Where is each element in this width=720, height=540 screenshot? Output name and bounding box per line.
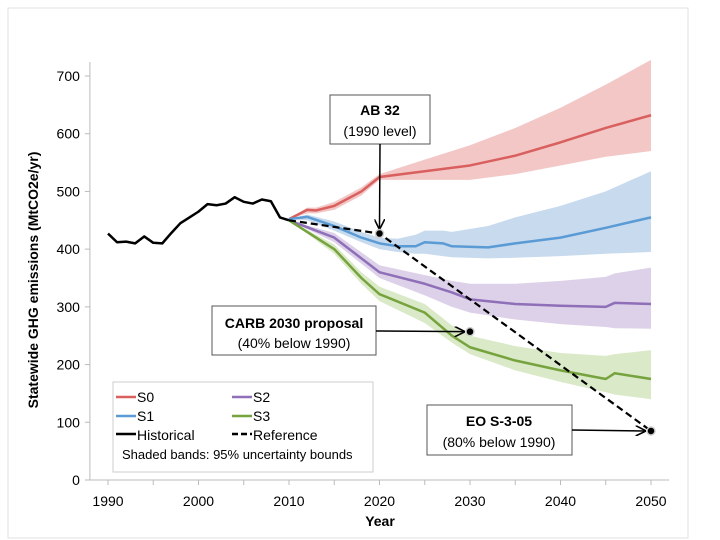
legend-label-historical: Historical (137, 427, 195, 443)
series-line-historical (107, 195, 290, 245)
annotation-arrow (380, 143, 381, 229)
target-point (646, 426, 656, 436)
annotation-ab32-title: AB 32 (360, 102, 400, 118)
band-s3 (289, 220, 651, 400)
series-line-s1 (288, 215, 652, 249)
annotation-eo: EO S-3-05 (80% below 1990) (426, 404, 573, 456)
annotation-carb: CARB 2030 proposal (40% below 1990) (211, 305, 377, 356)
y-tick-label: 400 (57, 241, 81, 257)
annotation-carb-title: CARB 2030 proposal (225, 315, 363, 331)
y-tick-label: 700 (57, 68, 81, 84)
band-s2 (289, 220, 651, 329)
x-tick-label: 2010 (273, 493, 304, 509)
legend-label-s0: S0 (137, 389, 154, 405)
x-tick-label: 2000 (183, 493, 214, 509)
annotation-arrow (375, 331, 464, 332)
annotation-carb-subtitle: (40% below 1990) (238, 335, 351, 351)
x-tick-label: 2030 (454, 493, 485, 509)
series-line-s0 (288, 114, 652, 221)
legend-label-s1: S1 (137, 408, 154, 424)
legend-label-s3: S3 (253, 408, 270, 424)
annotation-eo-title: EO S-3-05 (466, 413, 532, 429)
y-tick-label: 100 (57, 414, 81, 430)
y-tick-label: 600 (57, 126, 81, 142)
target-point (374, 228, 385, 239)
legend-note: Shaded bands: 95% uncertainty bounds (122, 447, 353, 462)
x-tick-label: 2050 (635, 493, 666, 509)
y-tick-label: 500 (57, 183, 81, 199)
annotation-ab32: AB 32 (1990 level) (329, 94, 431, 145)
y-tick-label: 300 (57, 299, 81, 315)
legend-label-reference: Reference (253, 427, 318, 443)
x-tick-label: 2020 (364, 493, 395, 509)
target-point (465, 326, 475, 337)
legend-label-s2: S2 (253, 389, 270, 405)
x-tick-label: 1990 (92, 493, 123, 509)
y-tick-label: 200 (57, 357, 81, 373)
y-axis-label: Statewide GHG emissions (MtCO2e/yr) (25, 152, 41, 409)
chart-frame (7, 7, 689, 539)
series-line-s3 (288, 219, 652, 381)
annotation-arrow (571, 430, 645, 431)
x-axis-label: Year (365, 513, 395, 529)
x-tick-label: 2040 (545, 493, 576, 509)
y-tick-label: 0 (72, 472, 80, 488)
annotation-ab32-subtitle: (1990 level) (343, 123, 416, 139)
legend: S0 S1 Historical S2 S3 Reference Shaded … (112, 381, 374, 473)
annotation-eo-subtitle: (80% below 1990) (443, 434, 556, 450)
